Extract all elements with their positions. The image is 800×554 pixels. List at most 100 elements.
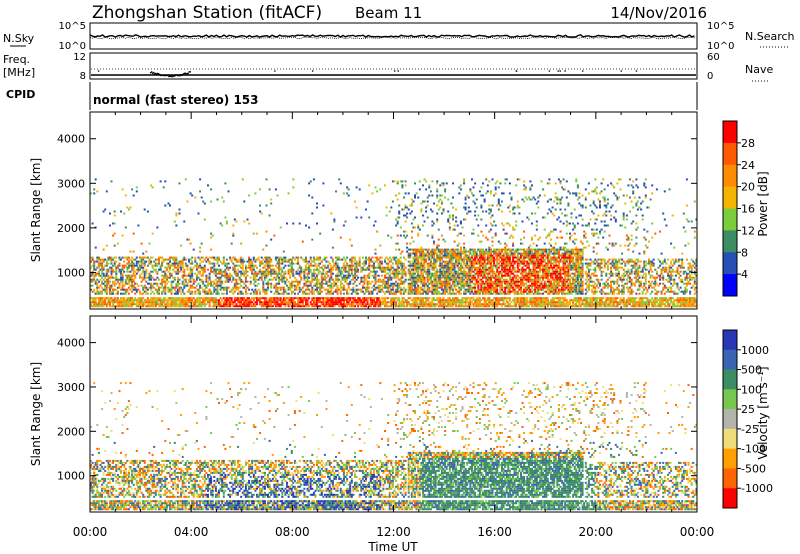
heatmap-cell [270,274,273,277]
heatmap-cell [480,290,483,293]
heatmap-cell [488,208,491,211]
heatmap-cell [251,266,254,269]
heatmap-cell [444,276,447,279]
heatmap-cell [254,276,257,279]
heatmap-cell [162,278,165,281]
heatmap-cell [124,194,127,197]
heatmap-cell [497,198,500,201]
heatmap-cell [312,292,315,295]
heatmap-cell [268,260,271,263]
heatmap-cell [301,305,304,308]
heatmap-cell [399,260,402,263]
heatmap-cell [222,297,225,300]
heatmap-cell [265,290,268,293]
heatmap-cell [175,212,178,215]
heatmap-cell [153,268,156,271]
heatmap-cell [232,301,235,304]
heatmap-cell [401,264,404,267]
heatmap-cell [401,274,404,277]
heatmap-cell [474,284,477,287]
heatmap-cell [339,268,342,271]
heatmap-cell [94,299,97,302]
heatmap-cell [308,270,311,273]
heatmap-cell [199,270,202,273]
heatmap-cell [192,248,195,251]
heatmap-cell [308,182,311,185]
heatmap-cell [414,297,416,300]
heatmap-cell [497,274,500,277]
heatmap-cell [439,248,442,251]
heatmap-cell [319,270,322,273]
heatmap-cell [475,254,478,257]
heatmap-cell [415,262,418,265]
heatmap-cell [352,276,355,279]
heatmap-cell [214,270,217,273]
heatmap-cell [373,268,375,271]
heatmap-cell [216,256,219,259]
heatmap-cell [497,254,500,257]
heatmap-cell [219,280,222,283]
heatmap-cell [333,305,336,308]
heatmap-cell [232,234,235,237]
heatmap-cell [115,297,118,300]
heatmap-cell [113,244,116,247]
heatmap-cell [180,260,183,263]
heatmap-cell [434,280,437,283]
heatmap-cell [507,206,510,209]
heatmap-cell [325,256,328,259]
heatmap-cell [387,262,390,265]
heatmap-cell [235,258,238,261]
heatmap-cell [150,292,153,295]
heatmap-cell [453,282,456,285]
heatmap-cell [135,282,138,285]
heatmap-cell [132,264,135,267]
heatmap-cell [494,234,497,237]
heatmap-cell [96,258,99,261]
heatmap-cell [412,305,415,308]
heatmap-cell [414,182,416,185]
heatmap-cell [210,268,213,271]
heatmap-cell [477,224,480,227]
heatmap-cell [254,270,257,273]
freq-dot [150,71,153,73]
heatmap-cell [336,290,339,293]
heatmap-cell [109,288,111,291]
heatmap-cell [123,301,126,304]
heatmap-cell [342,192,345,195]
heatmap-cell [426,264,429,267]
heatmap-cell [148,272,151,275]
heatmap-cell [485,248,488,251]
heatmap-cell [420,264,423,267]
heatmap-cell [447,299,450,302]
heatmap-cell [455,292,458,295]
heatmap-cell [464,270,467,273]
heatmap-cell [447,220,450,223]
heatmap-cell [417,264,420,267]
heatmap-cell [159,264,162,267]
heatmap-cell [388,268,391,271]
heatmap-cell [139,256,141,259]
heatmap-cell [418,274,421,277]
heatmap-cell [423,220,426,223]
heatmap-cell [97,266,100,269]
heatmap-cell [240,284,243,287]
heatmap-cell [379,288,382,291]
heatmap-cell [257,272,260,275]
heatmap-cell [96,290,99,293]
heatmap-cell [248,297,251,300]
heatmap-cell [425,188,428,191]
heatmap-cell [453,252,456,255]
heatmap-cell [493,220,496,223]
heatmap-cell [483,272,486,275]
heatmap-cell [463,260,466,263]
heatmap-cell [118,299,121,302]
heatmap-cell [169,288,171,291]
heatmap-cell [251,288,254,291]
heatmap-cell [420,248,423,251]
heatmap-cell [330,268,333,271]
heatmap-cell [341,282,344,285]
heatmap-cell [120,280,122,283]
heatmap-cell [342,292,345,295]
heatmap-cell [227,266,230,269]
heatmap-cell [422,276,424,279]
